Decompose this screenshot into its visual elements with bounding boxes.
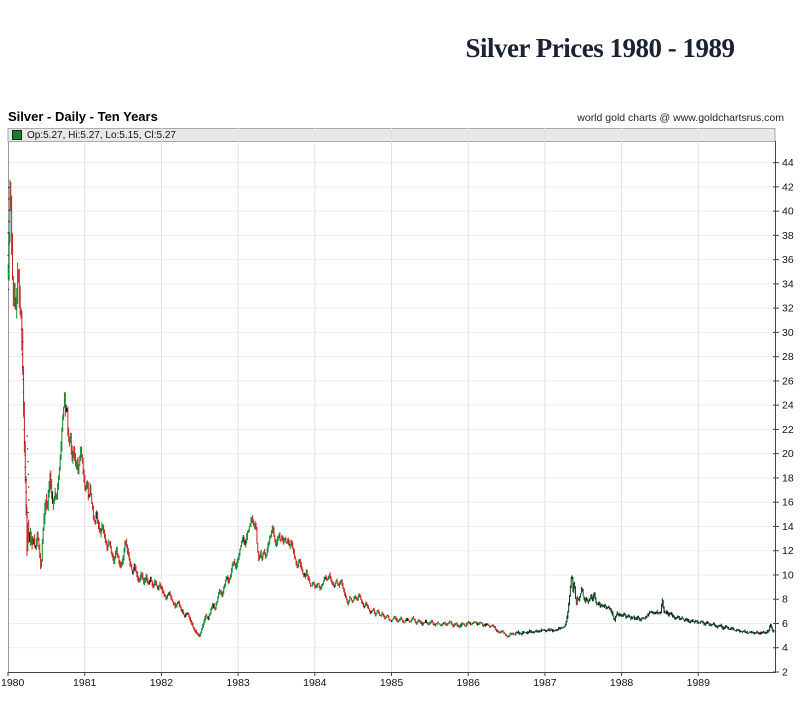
svg-text:1983: 1983 (226, 677, 250, 689)
svg-text:8: 8 (782, 594, 788, 606)
svg-text:1980: 1980 (1, 677, 25, 689)
svg-text:12: 12 (782, 545, 794, 557)
legend-bar: Op:5.27, Hi:5.27, Lo:5.15, Cl:5.27 (8, 128, 775, 142)
svg-text:14: 14 (782, 521, 794, 533)
svg-text:1985: 1985 (380, 677, 404, 689)
legend-ohlc-text: Op:5.27, Hi:5.27, Lo:5.15, Cl:5.27 (27, 129, 176, 141)
svg-text:1981: 1981 (73, 677, 97, 689)
svg-text:1984: 1984 (303, 677, 327, 689)
svg-text:38: 38 (782, 230, 794, 242)
svg-text:28: 28 (782, 351, 794, 363)
svg-text:18: 18 (782, 472, 794, 484)
svg-text:24: 24 (782, 400, 794, 412)
svg-text:36: 36 (782, 254, 794, 266)
svg-text:42: 42 (782, 181, 794, 193)
svg-text:4: 4 (782, 642, 788, 654)
svg-text:1982: 1982 (150, 677, 174, 689)
svg-text:32: 32 (782, 303, 794, 315)
svg-text:1986: 1986 (457, 677, 481, 689)
svg-text:26: 26 (782, 375, 794, 387)
svg-text:20: 20 (782, 448, 794, 460)
svg-text:34: 34 (782, 278, 794, 290)
svg-text:6: 6 (782, 618, 788, 630)
page-title: Silver Prices 1980 - 1989 (465, 33, 735, 63)
svg-text:1987: 1987 (533, 677, 557, 689)
svg-text:10: 10 (782, 569, 794, 581)
svg-text:1989: 1989 (687, 677, 711, 689)
svg-text:40: 40 (782, 206, 794, 218)
svg-text:30: 30 (782, 327, 794, 339)
price-chart-canvas: 2468101214161820222426283032343638404244… (1, 128, 794, 689)
svg-text:16: 16 (782, 497, 794, 509)
svg-text:44: 44 (782, 157, 794, 169)
legend-swatch-icon (12, 130, 22, 140)
svg-text:2: 2 (782, 667, 788, 679)
svg-text:1988: 1988 (610, 677, 634, 689)
svg-text:22: 22 (782, 424, 794, 436)
chart-heading: Silver - Daily - Ten Years (8, 109, 158, 124)
watermark-text: world gold charts @ www.goldchartsrus.co… (577, 112, 784, 124)
